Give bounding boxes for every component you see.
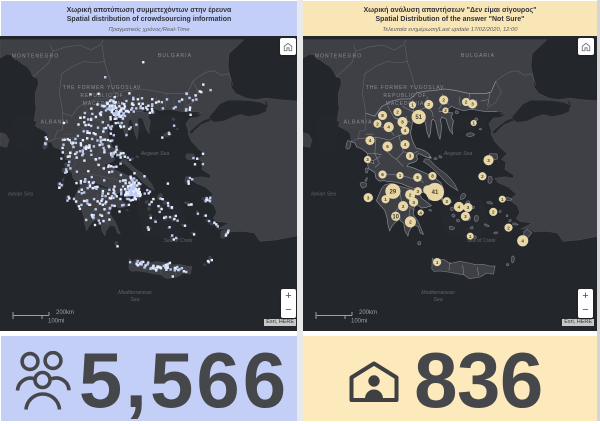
svg-text:Aegean Sea: Aegean Sea: [140, 151, 170, 157]
svg-text:1: 1: [469, 234, 472, 239]
svg-text:29: 29: [390, 189, 397, 195]
svg-text:2: 2: [396, 110, 399, 115]
svg-text:2: 2: [427, 102, 430, 107]
svg-text:51: 51: [415, 115, 422, 121]
svg-text:3: 3: [464, 214, 467, 219]
svg-text:2: 2: [492, 210, 495, 215]
svg-text:4: 4: [369, 138, 372, 143]
svg-text:Ionian Sea: Ionian Sea: [8, 192, 33, 198]
svg-text:200km: 200km: [56, 310, 74, 316]
svg-text:Sea: Sea: [433, 297, 442, 303]
svg-text:8: 8: [401, 120, 404, 125]
svg-text:1: 1: [399, 173, 402, 178]
svg-text:8: 8: [431, 174, 434, 179]
svg-text:3: 3: [417, 189, 420, 194]
svg-text:6: 6: [381, 172, 384, 177]
svg-text:3: 3: [366, 157, 369, 162]
svg-text:REPUBLIC OF: REPUBLIC OF: [383, 93, 426, 99]
svg-text:4: 4: [404, 142, 407, 147]
svg-text:1: 1: [501, 197, 504, 202]
svg-text:1: 1: [472, 121, 475, 126]
svg-text:2: 2: [409, 192, 412, 197]
svg-text:1: 1: [384, 197, 387, 202]
svg-text:ALBANIA: ALBANIA: [344, 120, 373, 126]
svg-text:2: 2: [465, 100, 468, 105]
svg-text:MONTENEGRO: MONTENEGRO: [12, 54, 59, 60]
svg-text:4: 4: [404, 128, 407, 133]
svg-text:8: 8: [416, 175, 419, 180]
svg-text:200km: 200km: [359, 310, 377, 316]
svg-text:REPUBLIC OF: REPUBLIC OF: [80, 93, 123, 99]
svg-text:100mi: 100mi: [351, 319, 367, 324]
svg-text:3: 3: [367, 195, 370, 200]
svg-text:2: 2: [481, 174, 484, 179]
svg-text:Mediterranean: Mediterranean: [118, 290, 152, 296]
svg-text:MONTENEGRO: MONTENEGRO: [315, 54, 362, 60]
svg-text:8: 8: [381, 113, 384, 118]
svg-text:3: 3: [467, 205, 470, 210]
svg-text:3: 3: [487, 158, 490, 163]
svg-text:Mediterranean: Mediterranean: [421, 290, 455, 296]
svg-text:2: 2: [376, 121, 379, 126]
svg-text:2: 2: [402, 204, 405, 209]
svg-text:10: 10: [392, 214, 399, 220]
svg-text:4: 4: [419, 210, 422, 215]
svg-text:4: 4: [387, 125, 390, 130]
svg-text:Sea: Sea: [130, 297, 139, 303]
svg-text:1: 1: [436, 260, 439, 265]
svg-text:ALBANIA: ALBANIA: [41, 120, 70, 126]
svg-text:Ionian Sea: Ionian Sea: [311, 192, 336, 198]
svg-text:2: 2: [507, 225, 510, 230]
svg-text:2: 2: [442, 98, 445, 103]
svg-text:Aegean Sea: Aegean Sea: [443, 151, 473, 157]
svg-text:1: 1: [411, 103, 414, 108]
svg-text:3: 3: [471, 102, 474, 107]
svg-text:3: 3: [412, 200, 415, 205]
svg-text:Sea of Crete: Sea of Crete: [466, 238, 495, 244]
svg-text:3: 3: [445, 199, 448, 204]
svg-text:Sea of Crete: Sea of Crete: [163, 238, 192, 244]
svg-text:100mi: 100mi: [48, 319, 64, 324]
svg-text:6: 6: [386, 144, 389, 149]
svg-text:3: 3: [409, 154, 412, 159]
svg-text:2: 2: [409, 220, 412, 225]
svg-text:MACEDONIA: MACEDONIA: [386, 101, 424, 107]
svg-text:MACEDONIA: MACEDONIA: [83, 101, 121, 107]
svg-text:41: 41: [432, 190, 439, 196]
svg-text:4: 4: [458, 205, 461, 210]
svg-text:THE FORMER YUGOSLAV: THE FORMER YUGOSLAV: [63, 85, 142, 91]
svg-text:4: 4: [521, 238, 524, 243]
svg-text:2: 2: [444, 108, 447, 113]
svg-text:BULGARIA: BULGARIA: [461, 53, 495, 59]
svg-text:BULGARIA: BULGARIA: [158, 53, 192, 59]
svg-text:THE FORMER YUGOSLAV: THE FORMER YUGOSLAV: [366, 85, 445, 91]
